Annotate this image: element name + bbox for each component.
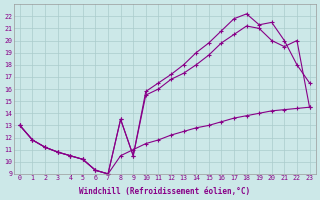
X-axis label: Windchill (Refroidissement éolien,°C): Windchill (Refroidissement éolien,°C) <box>79 187 250 196</box>
